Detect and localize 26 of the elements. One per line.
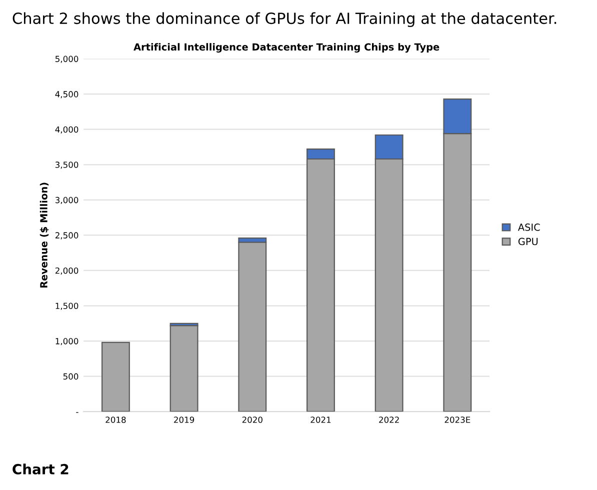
y-axis-title: Revenue ($ Million) [40, 182, 49, 288]
bar [101, 342, 130, 412]
y-tick-label: 1,000 [56, 338, 78, 346]
legend-label: GPU [518, 238, 538, 246]
y-tick-label: 4,000 [55, 126, 78, 134]
bar [238, 242, 267, 412]
caption: Chart 2 [12, 464, 68, 474]
chart-title: Artificial Intelligence Datacenter Training Chips by Type [134, 43, 440, 53]
legend-label: ASIC [518, 224, 540, 231]
y-tick-label: 500 [63, 373, 78, 380]
y-tick-label: - [76, 412, 78, 413]
x-tick-label: 2022 [379, 416, 399, 423]
x-tick-label: 2018 [106, 416, 126, 423]
y-tick-label: 5,000 [56, 56, 78, 63]
x-tick-label: 2021 [310, 416, 331, 423]
x-tick-label: 2023E [444, 416, 470, 423]
y-tick-label: 4,500 [55, 91, 78, 98]
chart-subtitle: Chart 2 shows the dominance of GPUs for AI Training at the datacenter. [12, 12, 556, 28]
y-tick-label: 2,500 [55, 232, 78, 240]
y-tick-label: 1,500 [56, 302, 78, 310]
x-tick-label: 2020 [242, 416, 262, 423]
bar [170, 324, 198, 412]
y-tick-label: 3,000 [56, 196, 78, 204]
y-tick-label: 2,000 [55, 267, 78, 275]
x-tick-label: 2019 [174, 416, 194, 423]
y-tick-label: 3,500 [56, 162, 78, 169]
